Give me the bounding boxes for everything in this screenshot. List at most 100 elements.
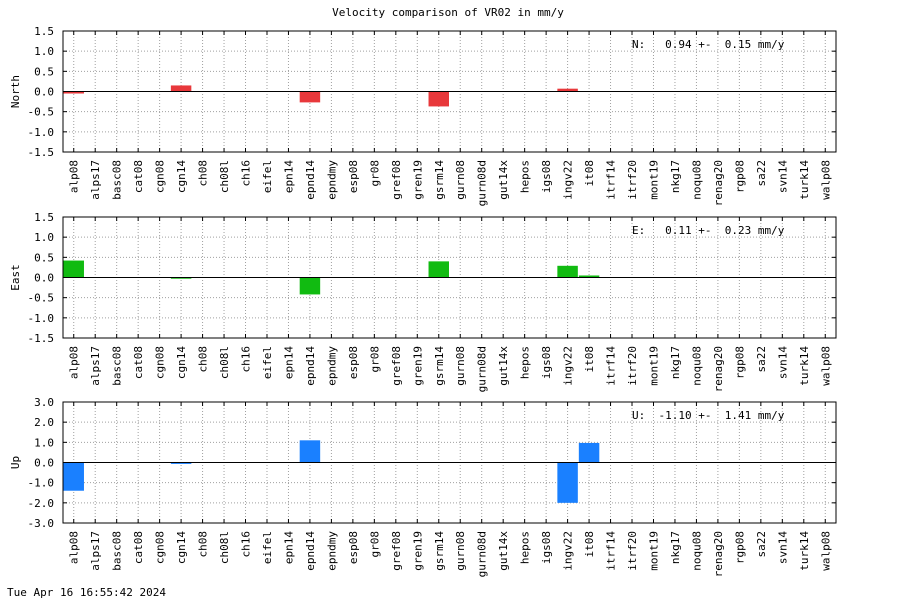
- x-tick-label: sa22: [755, 346, 768, 373]
- x-tick-label: esp08: [347, 346, 360, 379]
- x-tick-label: rgp08: [733, 531, 746, 564]
- x-tick-label: cat08: [132, 160, 145, 193]
- panel-up: -3.0 -2.0 -1.0 0.0 1.0 2.0 3.0 alp08 alps17 basc0…: [9, 396, 837, 577]
- x-tick-label: ingv22: [562, 346, 575, 386]
- x-tick-label: epnd14: [304, 531, 317, 571]
- x-tick-label: alp08: [68, 346, 81, 379]
- x-tick-label: gsrm14: [433, 160, 446, 200]
- x-tick-label: cgn14: [175, 160, 188, 193]
- y-tick-label: -1.0: [28, 312, 55, 325]
- x-tick-label: ch08l: [218, 531, 231, 564]
- x-tick-label: gr08: [368, 160, 381, 187]
- x-tick-label: gurn08: [454, 346, 467, 386]
- y-tick-label: -3.0: [28, 517, 55, 530]
- x-tick-label: basc08: [111, 346, 124, 386]
- x-tick-label: mont19: [647, 160, 660, 200]
- x-tick-label: renag20: [712, 346, 725, 392]
- x-tick-label: hepos: [519, 531, 532, 564]
- x-tick-label: gsrm14: [433, 346, 446, 386]
- x-tick-label: epndmy: [325, 346, 338, 386]
- x-tick-label: noqu08: [690, 346, 703, 386]
- x-tick-label: rgp08: [733, 160, 746, 193]
- bar-ingv22: [557, 88, 578, 92]
- x-tick-label: renag20: [712, 531, 725, 577]
- x-tick-label: gut14x: [497, 531, 510, 571]
- bar-it08: [578, 275, 600, 278]
- y-tick-label: 0.0: [34, 86, 54, 99]
- y-tick-label: 0.5: [34, 251, 54, 264]
- x-tick-label: hepos: [519, 346, 532, 379]
- x-tick-label: cgn08: [154, 160, 167, 193]
- x-tick-label: ch08: [197, 346, 210, 373]
- x-tick-label: ch08: [197, 531, 210, 558]
- y-tick-label: 1.0: [34, 231, 54, 244]
- x-tick-label: gsrm14: [433, 531, 446, 571]
- chart-title: Velocity comparison of VR02 in mm/y: [332, 6, 564, 19]
- panel-north: -1.5 -1.0 -0.5 0.0 0.5 1.0 1.5 alp08 alps17 basc0…: [9, 25, 837, 206]
- x-tick-label: ch08: [197, 160, 210, 187]
- x-tick-label: nkg17: [669, 160, 682, 193]
- x-tick-label: gut14x: [497, 346, 510, 386]
- x-tick-label: itrf20: [626, 346, 639, 386]
- y-tick-label: 0.5: [34, 65, 54, 78]
- x-tick-label: turk14: [798, 531, 811, 571]
- y-tick-label: 1.5: [34, 211, 54, 224]
- x-tick-label: alps17: [89, 346, 102, 386]
- x-tick-label: gurn08: [454, 531, 467, 571]
- x-tick-label: gut14x: [497, 160, 510, 200]
- x-tick-label: epndmy: [325, 531, 338, 571]
- x-tick-label: gurn08: [454, 160, 467, 200]
- x-tick-label: walp08: [819, 346, 832, 386]
- plot-frame: [62, 401, 837, 524]
- y-tick-label: -2.0: [28, 497, 55, 510]
- x-tick-label: igs08: [540, 531, 553, 564]
- x-tick-label: ingv22: [562, 160, 575, 200]
- x-tick-label: cgn08: [154, 346, 167, 379]
- x-tick-label: basc08: [111, 531, 124, 571]
- y-axis-label: Up: [9, 456, 22, 469]
- x-tick-label: ch16: [240, 160, 253, 187]
- x-tick-label: turk14: [798, 346, 811, 386]
- x-tick-label: walp08: [819, 160, 832, 200]
- x-tick-label: noqu08: [690, 531, 703, 571]
- x-tick-label: epnd14: [304, 160, 317, 200]
- x-tick-label: svn14: [776, 346, 789, 379]
- x-tick-label: turk14: [798, 160, 811, 200]
- x-tick-label: alp08: [68, 160, 81, 193]
- panel-east: -1.5 -1.0 -0.5 0.0 0.5 1.0 1.5 alp08 alps17 basc0…: [9, 211, 837, 392]
- x-tick-label: nkg17: [669, 531, 682, 564]
- x-tick-label: ch16: [240, 346, 253, 373]
- bar-epnd14: [299, 277, 321, 295]
- y-tick-label: 1.0: [34, 436, 54, 449]
- x-tick-label: svn14: [776, 531, 789, 564]
- x-tick-label: gurn08d: [476, 160, 489, 206]
- stats-annotation: U: -1.10 +- 1.41 mm/y: [632, 409, 785, 422]
- x-tick-label: gren19: [411, 531, 424, 571]
- x-tick-label: ch08l: [218, 160, 231, 193]
- x-tick-label: it08: [583, 531, 596, 558]
- bar-epnd14: [299, 440, 321, 463]
- x-tick-label: esp08: [347, 531, 360, 564]
- x-tick-label: gref08: [390, 160, 403, 200]
- y-tick-label: -0.5: [28, 106, 55, 119]
- x-tick-label: itrf20: [626, 531, 639, 571]
- bar-gsrm14: [428, 261, 449, 278]
- x-tick-label: epnd14: [304, 346, 317, 386]
- bar-cgn14: [170, 277, 192, 279]
- stats-annotation: N: 0.94 +- 0.15 mm/y: [632, 38, 785, 51]
- x-tick-label: svn14: [776, 160, 789, 193]
- plot-frame: [62, 30, 837, 153]
- bar-cgn14: [170, 85, 192, 92]
- x-tick-label: renag20: [712, 160, 725, 206]
- bar-ingv22: [557, 265, 578, 278]
- y-tick-label: 3.0: [34, 396, 54, 409]
- y-tick-label: -1.5: [28, 332, 55, 345]
- x-tick-label: esp08: [347, 160, 360, 193]
- x-tick-label: cgn08: [154, 531, 167, 564]
- bar-cgn14: [170, 462, 192, 464]
- y-axis-label: East: [9, 264, 22, 291]
- x-tick-label: eifel: [261, 160, 274, 193]
- x-tick-label: it08: [583, 346, 596, 373]
- x-tick-label: eifel: [261, 531, 274, 564]
